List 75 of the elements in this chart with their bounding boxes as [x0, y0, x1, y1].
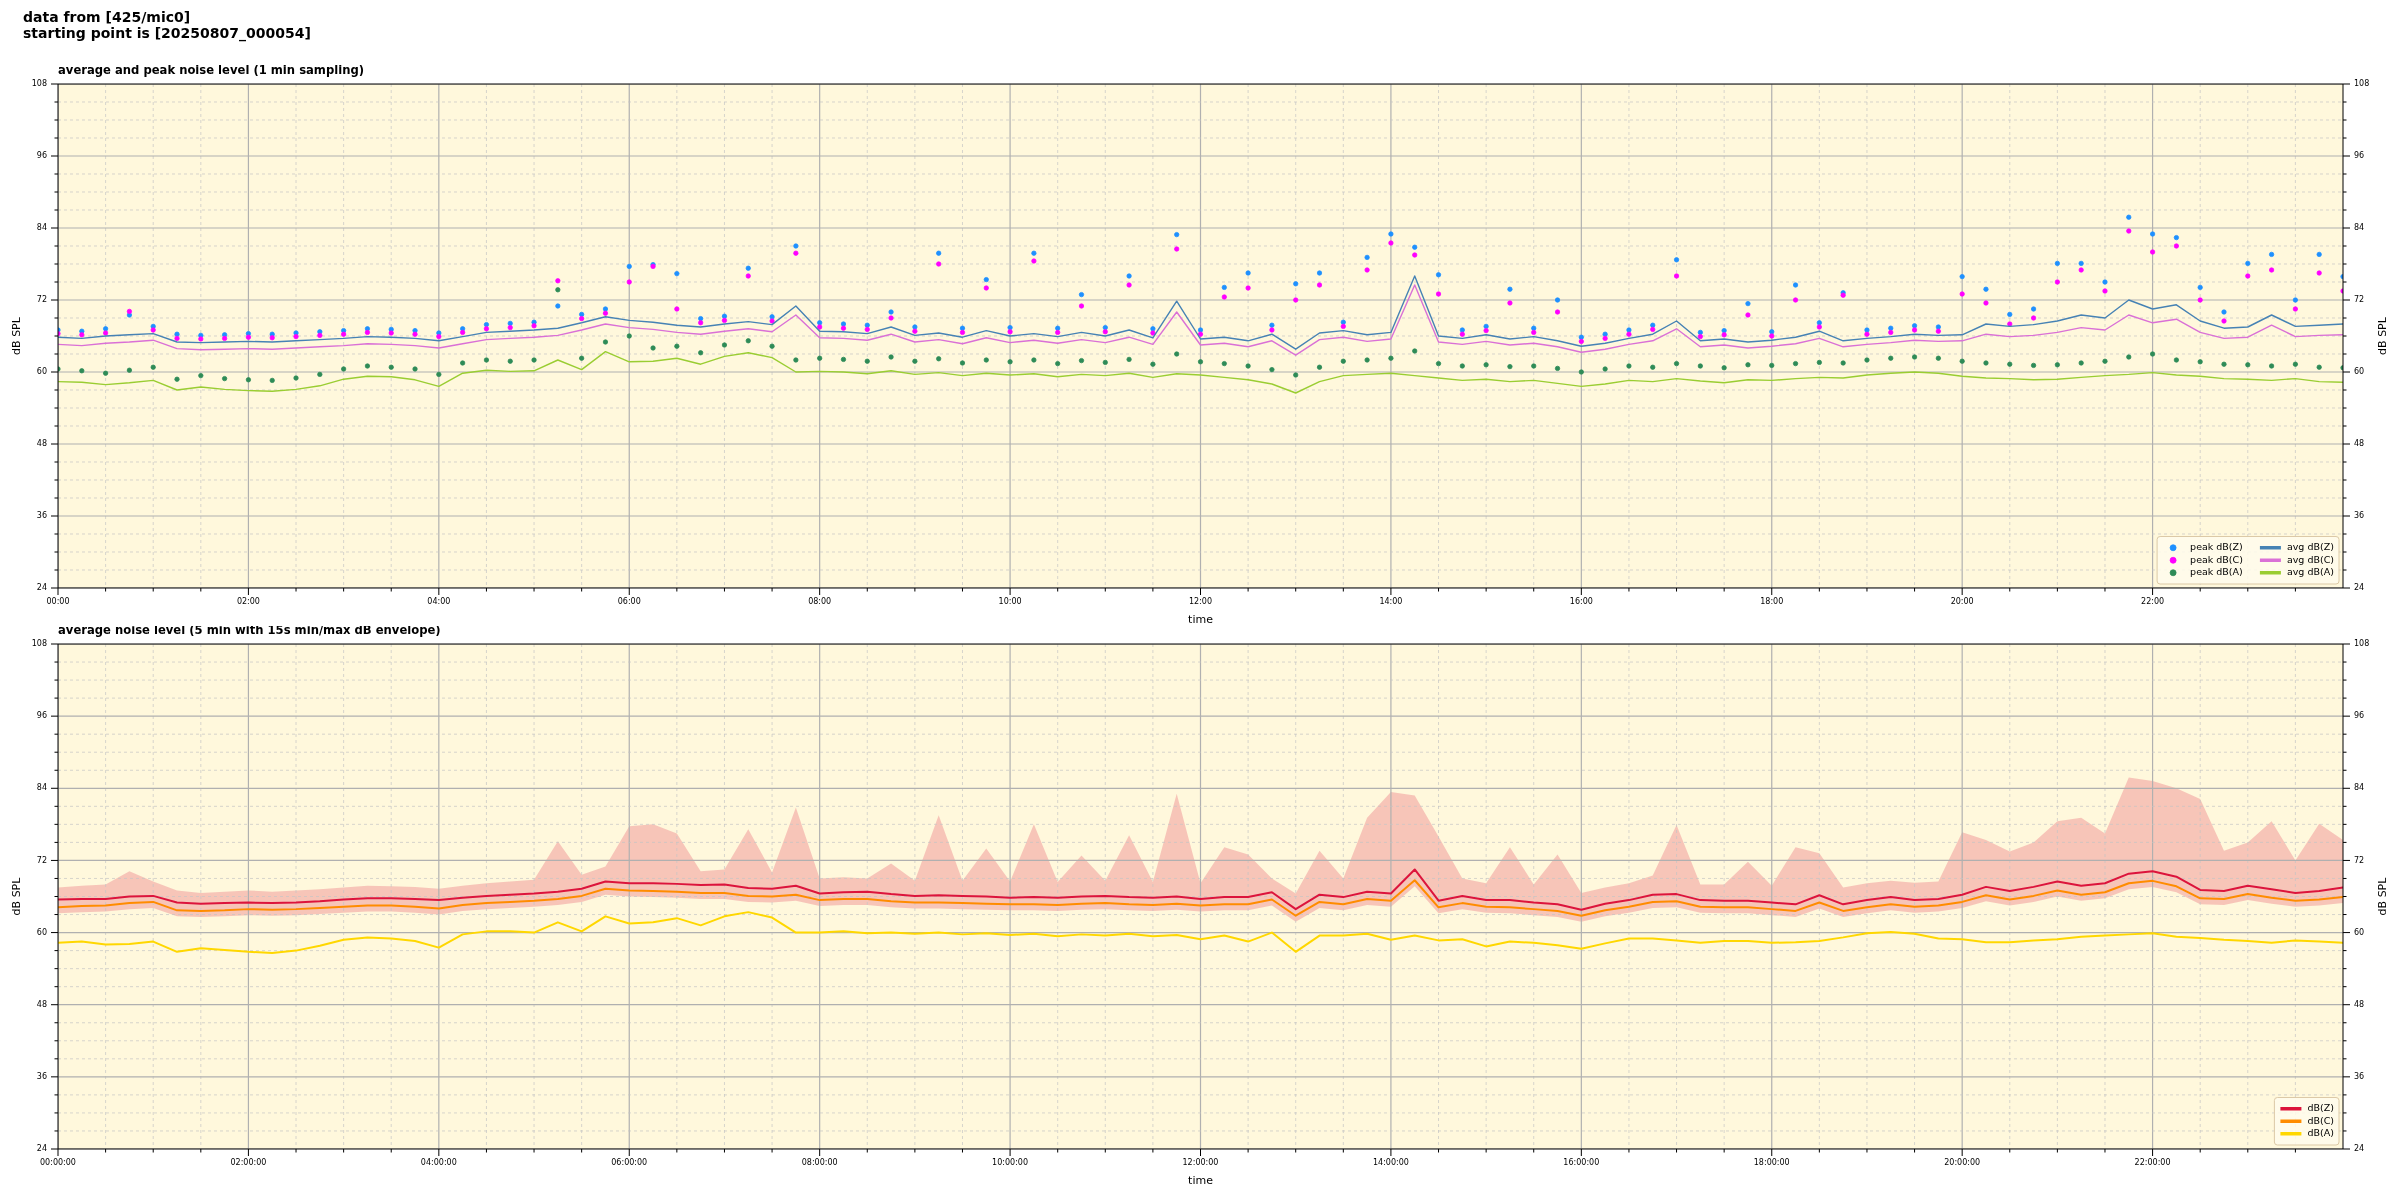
y-tick-label: 96	[36, 151, 47, 161]
y2-tick-label: 36	[2354, 1071, 2365, 1081]
legend-label: avg dB(Z)	[2286, 541, 2334, 553]
x-tick-label: 02:00:00	[230, 1158, 267, 1168]
x-tick-label: 16:00	[1569, 597, 1593, 607]
y2-tick-label: 108	[2354, 79, 2370, 89]
x-tick-label: 00:00	[46, 597, 70, 607]
y2-axis-title: dB SPL	[2375, 316, 2389, 355]
y2-tick-label: 60	[2354, 927, 2365, 937]
x-tick-label: 22:00	[2141, 597, 2165, 607]
x-tick-label: 04:00	[427, 597, 451, 607]
y-tick-label: 24	[36, 1144, 47, 1154]
legend-label: peak dB(A)	[2190, 566, 2243, 578]
y-tick-label: 72	[36, 295, 47, 305]
legend-label: dB(Z)	[2307, 1102, 2334, 1114]
x-tick-label: 08:00:00	[801, 1158, 838, 1168]
y2-tick-label: 60	[2354, 367, 2365, 377]
y2-tick-label: 24	[2354, 1144, 2365, 1154]
legend-label: peak dB(Z)	[2190, 541, 2243, 553]
x-tick-label: 14:00:00	[1372, 1158, 1409, 1168]
y-tick-label: 48	[36, 999, 47, 1009]
x-tick-label: 20:00:00	[1944, 1158, 1981, 1168]
y-axis-title: dB SPL	[9, 316, 23, 355]
y2-tick-label: 84	[2354, 223, 2365, 233]
x-axis-title: time	[1188, 613, 1214, 626]
x-tick-label: 08:00	[808, 597, 832, 607]
x-axis-title: time	[1188, 1174, 1214, 1187]
x-tick-label: 22:00:00	[2134, 1158, 2171, 1168]
text: starting point is [20250807_000054]	[23, 25, 311, 41]
y2-tick-label: 84	[2354, 783, 2365, 793]
y2-tick-label: 96	[2354, 711, 2365, 721]
x-tick-label: 18:00	[1760, 597, 1784, 607]
y2-tick-label: 36	[2354, 511, 2365, 521]
y2-tick-label: 24	[2354, 583, 2365, 593]
x-tick-label: 12:00	[1188, 597, 1213, 607]
y-tick-label: 108	[31, 639, 47, 649]
x-tick-label: 14:00	[1379, 597, 1403, 607]
x-tick-label: 10:00	[998, 597, 1022, 607]
x-tick-label: 02:00	[236, 597, 260, 607]
y-tick-label: 96	[36, 711, 47, 721]
chart-title: average noise level (5 min with 15s min/max dB envelope)	[58, 623, 441, 637]
x-tick-label: 20:00	[1950, 597, 1974, 607]
y-axis-title: dB SPL	[9, 876, 23, 916]
legend-label: peak dB(C)	[2190, 553, 2243, 565]
legend-label: dB(C)	[2307, 1114, 2334, 1126]
x-tick-label: 18:00:00	[1753, 1158, 1790, 1168]
x-tick-label: 06:00:00	[611, 1158, 648, 1168]
y2-tick-label: 96	[2354, 151, 2365, 161]
y2-tick-label: 48	[2354, 439, 2365, 449]
y2-axis-title: dB SPL	[2375, 876, 2389, 916]
x-tick-label: 12:00:00	[1182, 1158, 1219, 1168]
y2-tick-label: 72	[2354, 295, 2365, 305]
y-tick-label: 108	[31, 79, 47, 89]
legend-label: dB(A)	[2307, 1127, 2334, 1139]
y-tick-label: 36	[36, 511, 47, 521]
legend-label: avg dB(A)	[2286, 566, 2334, 578]
x-tick-label: 04:00:00	[420, 1158, 457, 1168]
y-tick-label: 60	[36, 367, 47, 377]
x-tick-label: 16:00:00	[1563, 1158, 1600, 1168]
x-tick-label: 06:00	[617, 597, 641, 607]
chart-title: average and peak noise level (1 min sampling)	[58, 63, 365, 77]
y2-tick-label: 108	[2354, 639, 2370, 649]
x-tick-label: 00:00:00	[40, 1158, 76, 1168]
y2-tick-label: 72	[2354, 855, 2365, 865]
text: data from [425/mic0]	[23, 9, 191, 25]
y-tick-label: 36	[36, 1071, 47, 1081]
x-tick-label: 10:00:00	[992, 1158, 1029, 1168]
y-tick-label: 84	[36, 783, 47, 793]
y2-tick-label: 48	[2354, 999, 2365, 1009]
y-tick-label: 84	[36, 223, 47, 233]
y-tick-label: 60	[36, 927, 47, 937]
legend-label: avg dB(C)	[2286, 553, 2335, 565]
y-tick-label: 24	[36, 583, 47, 593]
y-tick-label: 72	[36, 855, 47, 865]
y-tick-label: 48	[36, 439, 47, 449]
